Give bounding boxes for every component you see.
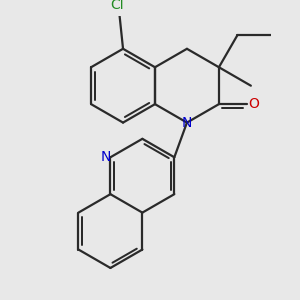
Text: N: N (182, 116, 192, 130)
Text: O: O (248, 97, 259, 111)
Text: N: N (100, 150, 111, 164)
Text: Cl: Cl (110, 0, 124, 12)
